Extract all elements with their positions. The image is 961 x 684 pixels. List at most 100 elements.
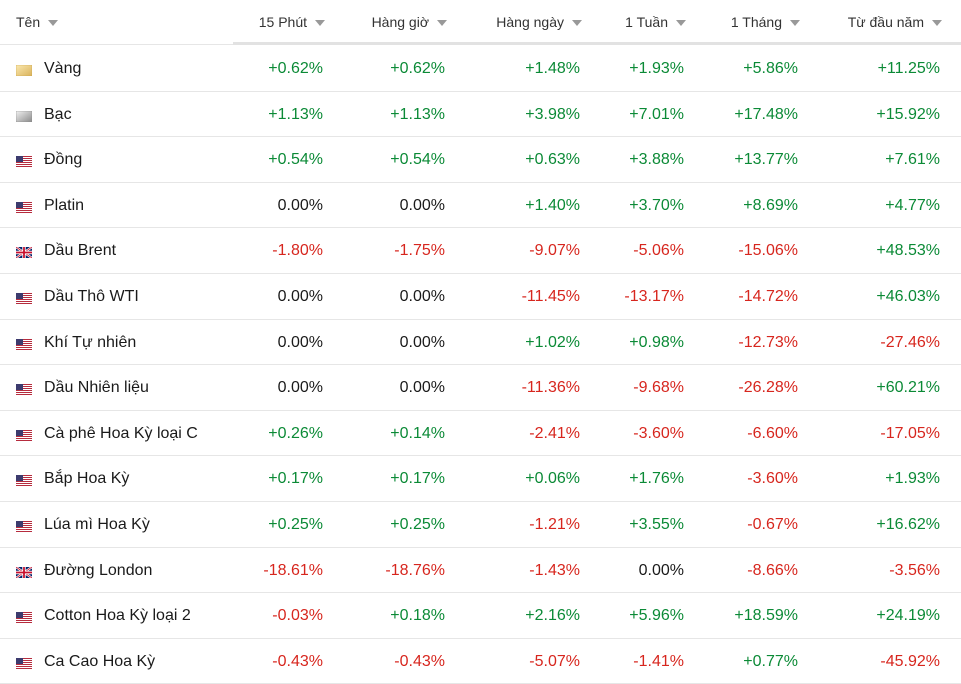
sort-arrow (437, 20, 447, 27)
change-value: 0.00% (277, 333, 323, 351)
change-value: +16.62% (876, 516, 940, 533)
table-row[interactable]: Cotton Hoa Kỳ loại 2 -0.03% +0.18% +2.16% +5… (0, 593, 961, 639)
instrument-name[interactable]: Cotton Hoa Kỳ loại 2 (44, 607, 191, 625)
instrument-name[interactable]: Vàng (44, 60, 82, 77)
column-header[interactable]: 1 Tuần (625, 0, 686, 44)
column-header[interactable]: 1 Tháng (731, 0, 800, 44)
change-value: 0.00% (399, 333, 445, 351)
sort-arrow (315, 20, 325, 27)
instrument-name[interactable]: Platin (44, 196, 85, 214)
flag-icon (16, 154, 32, 168)
change-value: +0.25% (268, 516, 323, 533)
flag-icon (15, 109, 33, 122)
table-row[interactable]: Đồng +0.54% +0.54% +0.63% +3.88% +13.77% +7.61… (0, 137, 961, 183)
instrument-name[interactable]: Cà phê Hoa Kỳ loại C (44, 424, 198, 442)
change-value: +4.77% (885, 196, 940, 214)
flag-icon (15, 63, 33, 77)
column-header[interactable]: 15 Phút (259, 0, 325, 44)
instrument-name[interactable]: Khí Tự nhiên (44, 333, 137, 351)
change-value: +0.26% (268, 424, 323, 442)
change-value: +3.88% (629, 151, 684, 169)
change-value: +18.59% (734, 607, 798, 625)
instrument-name[interactable]: Dầu Thô WTI (44, 288, 139, 305)
instrument-name[interactable]: Bắp Hoa Kỳ (44, 470, 130, 488)
instrument-name[interactable]: Lúa mì Hoa Kỳ (44, 516, 150, 533)
change-value: 0.00% (277, 288, 323, 305)
header-text: Hàng giờ (371, 14, 429, 30)
instrument-name[interactable]: Đồng (44, 151, 83, 169)
instrument-name[interactable]: Dầu Nhiên liệu (44, 379, 149, 397)
change-value: -11.36% (521, 379, 580, 397)
change-value: 0.00% (399, 379, 445, 397)
change-value: -3.60% (747, 470, 798, 488)
flag-icon (16, 428, 32, 441)
change-value: -15.06% (738, 242, 798, 260)
change-value: +24.19% (876, 607, 940, 625)
change-value: 0.00% (277, 379, 323, 397)
table-row[interactable]: Đường London -18.61% -18.76% -1.43% 0.00% -8.… (0, 548, 961, 594)
change-value: -1.43% (529, 561, 580, 579)
column-header[interactable]: Hàng ngày (496, 0, 582, 44)
column-header[interactable]: Tên (16, 0, 59, 44)
change-value: +0.77% (743, 652, 798, 670)
table-row[interactable]: Bắp Hoa Kỳ +0.17% +0.17% +0.06% +1.76% -3.60%… (0, 456, 961, 502)
table-row[interactable]: Khí Tự nhiên 0.00% 0.00% +1.02% +0.98% -12.73… (0, 320, 961, 366)
change-value: +48.53% (876, 242, 940, 260)
header-text: Hàng ngày (496, 14, 564, 30)
column-header[interactable]: Từ đầu năm (848, 0, 942, 44)
change-value: +3.70% (629, 196, 684, 214)
instrument-name[interactable]: Đường London (44, 561, 153, 579)
change-value: -0.67% (747, 516, 798, 533)
table-row[interactable]: Dầu Brent -1.80% -1.75% -9.07% -5.06% -15.06%… (0, 228, 961, 274)
header-text: Từ đầu năm (847, 14, 924, 30)
change-value: -18.76% (385, 561, 445, 579)
column-header[interactable]: Hàng giờ (372, 0, 447, 44)
change-value: +3.98% (525, 105, 580, 123)
change-value: -1.80% (272, 242, 323, 260)
change-value: -12.73% (738, 333, 798, 351)
change-value: -0.03% (272, 607, 323, 625)
change-value: +0.18% (390, 607, 445, 625)
change-value: -14.72% (738, 288, 798, 305)
header-line-name (0, 44, 233, 45)
change-value: -1.41% (633, 652, 684, 670)
table-row[interactable]: Vàng +0.62% +0.62% +1.48% +1.93% +5.86% +11.25… (0, 46, 961, 92)
change-value: -11.45% (521, 288, 580, 305)
change-value: +8.69% (743, 196, 798, 214)
table-row[interactable]: Dầu Thô WTI 0.00% 0.00% -11.45% -13.17% -14.7… (0, 274, 961, 320)
header-text: 1 Tháng (730, 14, 782, 30)
change-value: +60.21% (876, 379, 940, 397)
change-value: +17.48% (734, 105, 798, 123)
flag-icon (16, 610, 32, 624)
table-row[interactable]: Ca Cao Hoa Kỳ -0.43% -0.43% -5.07% -1.41% +0.… (0, 639, 961, 684)
change-value: +0.62% (268, 60, 323, 77)
instrument-name[interactable]: Dầu Brent (44, 242, 117, 260)
table-row[interactable]: Bạc +1.13% +1.13% +3.98% +7.01% +17.48% +15.92… (0, 92, 961, 138)
change-value: +0.54% (390, 151, 445, 169)
change-value: -3.56% (889, 561, 940, 579)
change-value: -6.60% (747, 424, 798, 442)
change-value: 0.00% (638, 561, 684, 579)
change-value: +46.03% (876, 288, 940, 305)
change-value: -0.43% (272, 652, 323, 670)
change-value: +1.02% (525, 333, 580, 351)
change-value: +1.13% (268, 105, 323, 123)
change-value: 0.00% (399, 288, 445, 305)
sort-arrow (676, 20, 686, 27)
instrument-name[interactable]: Bạc (44, 105, 72, 123)
change-value: +0.62% (390, 60, 445, 77)
flag-icon (16, 291, 32, 304)
header-line (233, 42, 961, 45)
table-row[interactable]: Dầu Nhiên liệu 0.00% 0.00% -11.36% -9.68% -26… (0, 365, 961, 411)
table-row[interactable]: Lúa mì Hoa Kỳ +0.25% +0.25% -1.21% +3.55% -0.… (0, 502, 961, 548)
change-value: -3.60% (633, 424, 684, 442)
change-value: +1.76% (629, 470, 684, 488)
table-row[interactable]: Platin 0.00% 0.00% +1.40% +3.70% +8.69% +4.77% (0, 183, 961, 229)
change-value: +5.96% (629, 607, 684, 625)
change-value: -9.07% (529, 242, 580, 260)
header-text: 1 Tuần (625, 14, 668, 30)
instrument-name[interactable]: Ca Cao Hoa Kỳ (44, 652, 156, 670)
flag-icon (16, 473, 32, 487)
sort-arrow (932, 20, 942, 27)
table-row[interactable]: Cà phê Hoa Kỳ loại C +0.26% +0.14% -2.41% -3… (0, 411, 961, 457)
